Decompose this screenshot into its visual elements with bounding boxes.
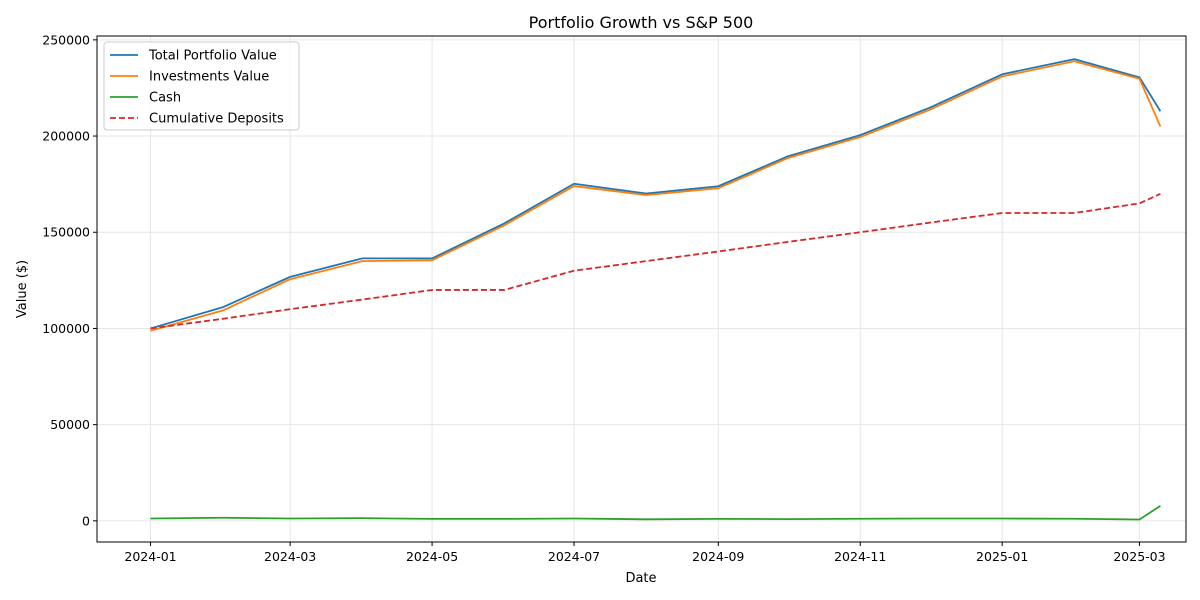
- legend-label: Cumulative Deposits: [149, 112, 284, 127]
- x-tick-label: 2024-07: [548, 549, 600, 564]
- x-tick-label: 2024-09: [692, 549, 744, 564]
- y-tick-label: 150000: [42, 225, 90, 240]
- legend-frame: [103, 41, 300, 131]
- x-tick-label: 2024-05: [406, 549, 458, 564]
- x-tick-label: 2024-01: [124, 549, 176, 564]
- series-line-1: [150, 58, 1162, 330]
- legend-label: Total Portfolio Value: [148, 49, 277, 64]
- series-line-3: [150, 505, 1161, 521]
- x-axis: 2024-01 2024-03 2024-05 2024-07 2024-09 2024-…: [124, 542, 1166, 564]
- x-axis-label: Date: [625, 571, 656, 586]
- x-tick-label: 2025-01: [976, 549, 1028, 564]
- y-tick-label: 100000: [42, 321, 90, 336]
- y-tick-label: 0: [82, 513, 90, 528]
- legend: Total Portfolio Value Investments Value Ca…: [103, 41, 300, 131]
- y-tick-label: 250000: [42, 32, 90, 47]
- legend-label: Cash: [149, 91, 181, 106]
- x-tick-label: 2024-11: [834, 549, 886, 564]
- series-lines: [150, 58, 1162, 521]
- series-line-2: [150, 60, 1162, 332]
- chart-title: Portfolio Growth vs S&P 500: [529, 13, 754, 32]
- y-tick-label: 200000: [42, 129, 90, 144]
- grid: [97, 36, 1186, 542]
- plot-frame: [96, 35, 1187, 543]
- y-tick-label: 50000: [50, 417, 90, 432]
- x-tick-label: 2025-03: [1113, 549, 1165, 564]
- x-tick-label: 2024-03: [264, 549, 316, 564]
- y-axis-label: Value ($): [15, 260, 30, 318]
- y-axis: 0 50000 100000 150000 200000 250000: [42, 32, 97, 528]
- series-line-4: [150, 192, 1161, 330]
- legend-label: Investments Value: [149, 70, 269, 85]
